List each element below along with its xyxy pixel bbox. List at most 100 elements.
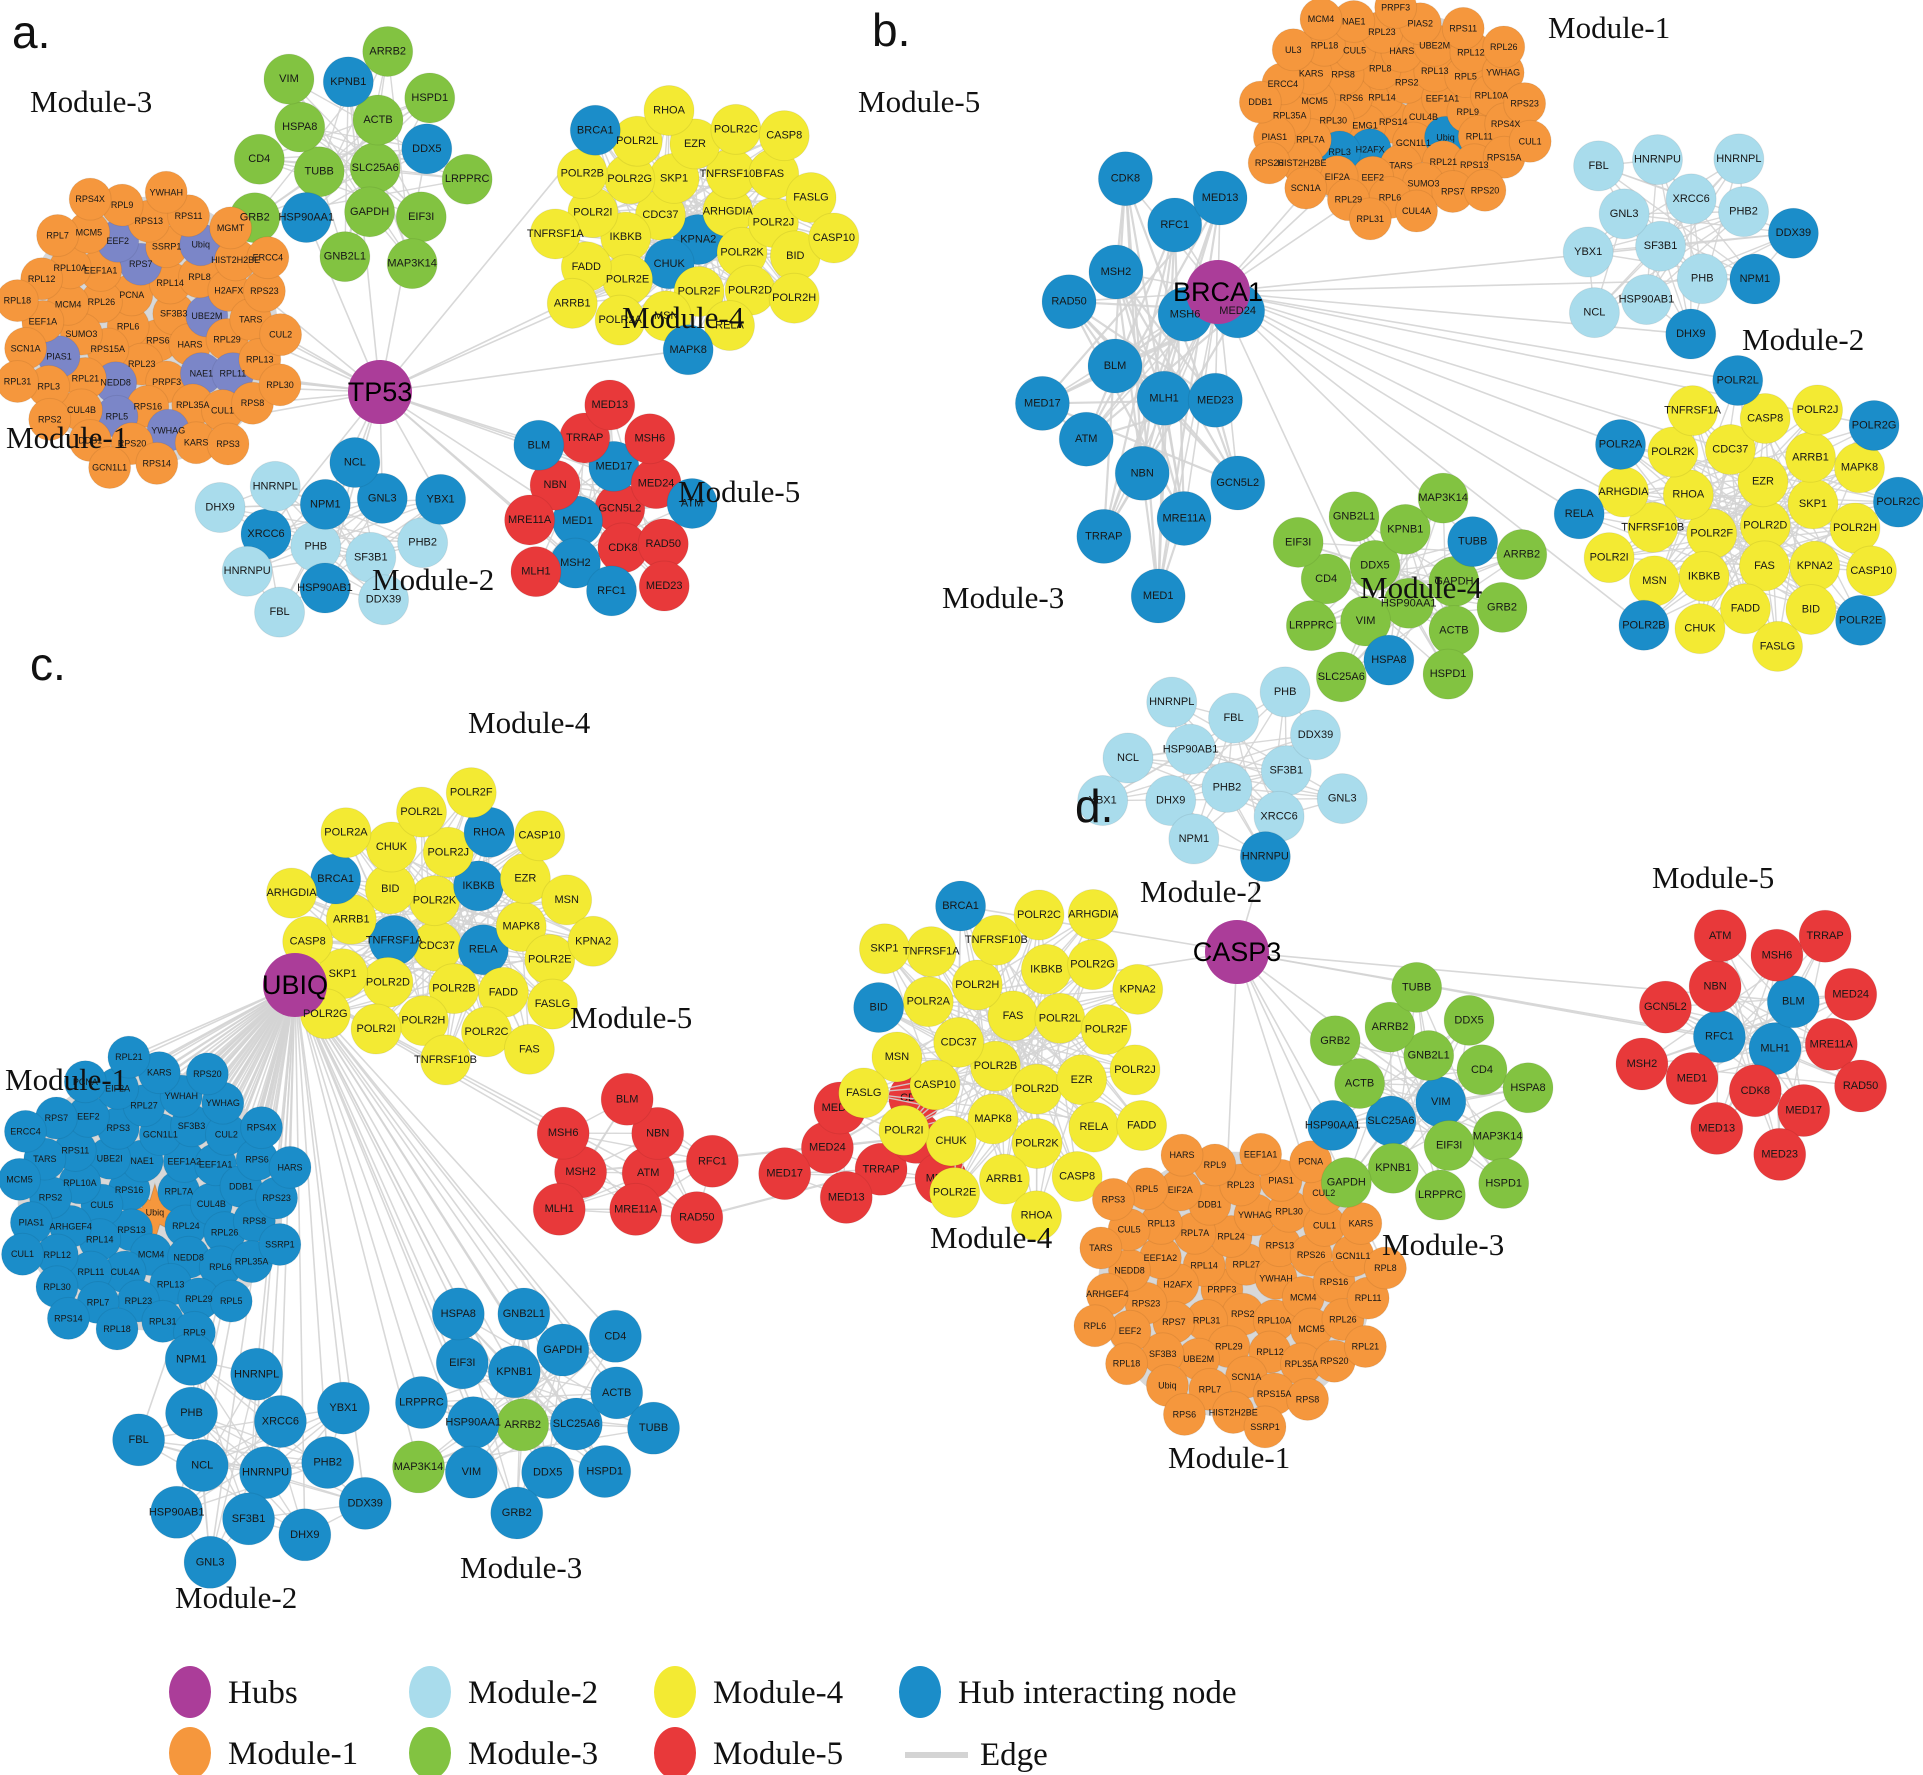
edge [209, 1374, 258, 1563]
gene-node [88, 445, 132, 489]
gene-node [233, 133, 285, 185]
gene-label: GCN1L1 [1335, 1251, 1370, 1261]
gene-node [1067, 939, 1119, 991]
gene-label: CD4 [1471, 1064, 1493, 1076]
gene-node [1168, 813, 1220, 865]
gene-label: CHUK [936, 1135, 968, 1147]
gene-label: RHOA [1672, 489, 1704, 501]
gene-label: RPL13 [1421, 66, 1449, 76]
gene-node [1088, 244, 1144, 300]
gene-label: RPS4X [1491, 119, 1521, 129]
gene-label: POLR2B [432, 983, 475, 995]
gene-label: GNB2L1 [1408, 1050, 1450, 1062]
gene-label: MED24 [809, 1141, 846, 1153]
gene-node [838, 1067, 890, 1119]
panel-b: MLH1 BLM MSH6 NBN MSH2 MED23 ATM RFC1 MRE11A RAD5… [858, 0, 1923, 703]
hub-spoke [1217, 291, 1899, 503]
gene-label: CUL1 [211, 406, 234, 416]
gene-label: PIAS1 [1262, 132, 1288, 142]
gene-label: BLM [528, 439, 551, 451]
gene-label: POLR2K [1015, 1137, 1059, 1149]
edge [928, 1001, 1136, 1071]
legend-label: Module-3 [468, 1736, 598, 1772]
gene-label: PHB [1274, 686, 1297, 698]
gene-label: PIAS2 [1407, 19, 1433, 29]
module-label: Module-2 [1140, 874, 1262, 909]
gene-node [365, 821, 417, 873]
gene-node [1114, 445, 1170, 501]
gene-label: RPS13 [1460, 160, 1489, 170]
gene-label: NCL [344, 457, 366, 469]
gene-label: EEF1A2 [168, 1156, 202, 1166]
gene-label: YWHAG [206, 1098, 240, 1108]
edge [265, 533, 423, 544]
gene-label: RPL35A [176, 400, 210, 410]
gene-node [1383, 577, 1435, 629]
gene-node [1259, 666, 1311, 718]
gene-label: RPL5 [220, 1296, 243, 1306]
gene-label: MED13 [1698, 1122, 1735, 1134]
gene-label: PHB2 [408, 537, 437, 549]
gene-node [1750, 928, 1804, 982]
gene-label: LRPPRC [1418, 1189, 1463, 1201]
gene-label: MAP3K14 [1473, 1130, 1523, 1142]
gene-label: CASP10 [519, 830, 561, 842]
gene-node [1102, 732, 1154, 784]
gene-node [422, 826, 474, 878]
gene-label: RELA [1565, 508, 1594, 520]
gene-node [1635, 220, 1687, 272]
gene-label: RPS15A [1487, 152, 1522, 162]
panel-letter: b. [872, 4, 910, 56]
gene-label: CASP8 [766, 130, 802, 142]
gene-node [344, 186, 396, 238]
gene-label: RPL31 [4, 377, 32, 387]
gene-node [758, 110, 810, 162]
gene-label: Ubiq [146, 1207, 165, 1217]
hub-spoke [1157, 291, 1219, 597]
gene-label: DDX39 [347, 1497, 382, 1509]
gene-node [249, 460, 301, 512]
gene-label: MSH2 [1101, 266, 1132, 278]
gene-label: NCL [191, 1459, 213, 1471]
gene-label: LRPPRC [445, 173, 490, 185]
gene-label: TUBB [1458, 536, 1487, 548]
gene-label: RPL14 [86, 1235, 114, 1245]
gene-node [1289, 709, 1341, 761]
gene-label: HNRNPL [1716, 153, 1761, 165]
gene-node [230, 1347, 284, 1401]
gene-label: EIF3I [1436, 1140, 1462, 1152]
gene-node [1718, 186, 1770, 238]
gene-node [316, 1381, 370, 1435]
gene-label: NEDD8 [173, 1252, 204, 1262]
gene-label: RPS14 [54, 1313, 83, 1323]
gene-label: ARHGDIA [1598, 486, 1649, 498]
gene-label: GNL3 [1610, 208, 1639, 220]
gene-node [1568, 287, 1620, 339]
gene-label: DDX5 [1454, 1014, 1483, 1026]
gene-label: NAE1 [130, 1156, 154, 1166]
gene-label: POLR2F [450, 787, 493, 799]
gene-label: NBN [1704, 980, 1727, 992]
edge [1716, 955, 1778, 1129]
gene-node [329, 437, 381, 489]
gene-node [1146, 676, 1198, 728]
gene-label: RPL5 [1136, 1184, 1159, 1194]
gene-label: POLR2D [1743, 519, 1787, 531]
gene-label: RFC1 [1160, 219, 1189, 231]
gene-label: TNFRSF10B [414, 1054, 477, 1066]
gene-label: HARS [177, 339, 202, 349]
gene-label: POLR2H [955, 979, 999, 991]
gene-label: RPS3 [216, 439, 240, 449]
gene-node [1334, 1058, 1386, 1110]
gene-label: RPL12 [1457, 47, 1485, 57]
node-layer [838, 666, 1888, 1449]
gene-label: POLR2D [728, 284, 772, 296]
gene-label: SCN1A [1291, 183, 1321, 193]
gene-label: Ubiq [1436, 132, 1455, 142]
gene-label: KPNA2 [1797, 560, 1833, 572]
gene-node [909, 1059, 961, 1111]
gene-label: RPL10A [1475, 90, 1509, 100]
gene-node [1395, 189, 1439, 233]
gene-label: SLC25A6 [1318, 671, 1365, 683]
gene-node [1667, 385, 1719, 437]
